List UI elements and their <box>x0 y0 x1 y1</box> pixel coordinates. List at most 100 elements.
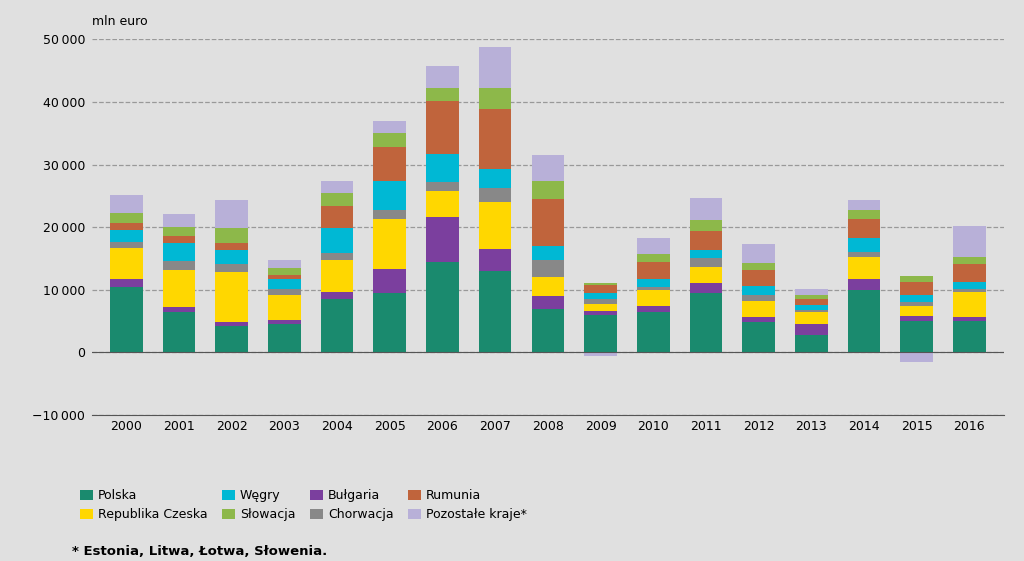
Bar <box>795 305 827 310</box>
Bar <box>110 242 142 248</box>
Bar <box>848 219 881 238</box>
Bar <box>374 121 407 133</box>
Bar <box>584 293 616 299</box>
Bar <box>742 317 775 323</box>
Bar <box>689 250 722 258</box>
Bar <box>215 264 248 272</box>
Bar <box>426 261 459 352</box>
Bar <box>374 133 407 147</box>
Bar <box>531 260 564 277</box>
Bar <box>584 299 616 304</box>
Bar <box>110 223 142 231</box>
Bar <box>953 264 986 282</box>
Bar <box>795 310 827 312</box>
Bar <box>689 267 722 283</box>
Bar <box>795 295 827 298</box>
Bar <box>426 88 459 100</box>
Bar <box>163 261 196 270</box>
Bar <box>689 220 722 231</box>
Bar <box>584 311 616 315</box>
Bar <box>637 306 670 312</box>
Bar <box>900 295 933 302</box>
Bar <box>321 292 353 299</box>
Bar <box>848 238 881 252</box>
Bar <box>689 293 722 352</box>
Bar <box>900 276 933 282</box>
Bar <box>742 263 775 270</box>
Bar <box>268 295 301 320</box>
Bar <box>321 253 353 260</box>
Bar <box>531 277 564 296</box>
Bar <box>374 210 407 219</box>
Bar <box>163 236 196 243</box>
Bar <box>795 288 827 295</box>
Bar <box>795 298 827 305</box>
Bar <box>163 243 196 261</box>
Bar <box>531 309 564 352</box>
Bar <box>953 257 986 264</box>
Bar <box>953 282 986 288</box>
Bar <box>848 290 881 352</box>
Bar <box>900 306 933 315</box>
Bar <box>900 315 933 321</box>
Bar <box>163 307 196 312</box>
Bar <box>426 191 459 217</box>
Bar <box>637 287 670 290</box>
Bar <box>953 288 986 292</box>
Bar <box>584 352 616 356</box>
Bar <box>215 326 248 352</box>
Bar <box>689 258 722 267</box>
Bar <box>637 290 670 306</box>
Bar <box>374 293 407 352</box>
Bar <box>268 279 301 288</box>
Bar <box>848 200 881 210</box>
Bar <box>689 198 722 220</box>
Bar <box>374 147 407 181</box>
Bar <box>795 312 827 324</box>
Bar <box>268 275 301 279</box>
Bar <box>795 324 827 335</box>
Bar <box>163 270 196 307</box>
Bar <box>321 181 353 194</box>
Bar <box>479 169 512 188</box>
Bar <box>795 335 827 352</box>
Bar <box>900 282 933 295</box>
Bar <box>374 181 407 210</box>
Bar <box>268 324 301 352</box>
Bar <box>268 268 301 275</box>
Bar <box>426 217 459 261</box>
Bar <box>637 261 670 279</box>
Bar <box>742 270 775 286</box>
Bar <box>742 244 775 263</box>
Bar <box>426 100 459 154</box>
Bar <box>374 219 407 269</box>
Bar <box>848 210 881 219</box>
Bar <box>426 154 459 182</box>
Bar <box>110 231 142 242</box>
Bar <box>321 206 353 228</box>
Bar <box>215 322 248 326</box>
Bar <box>110 279 142 287</box>
Bar <box>584 304 616 311</box>
Bar <box>479 201 512 249</box>
Bar <box>215 243 248 250</box>
Bar <box>900 321 933 352</box>
Bar <box>953 226 986 257</box>
Bar <box>215 250 248 264</box>
Bar <box>742 323 775 352</box>
Bar <box>637 279 670 287</box>
Bar <box>689 231 722 250</box>
Bar <box>268 320 301 324</box>
Bar <box>531 181 564 199</box>
Bar <box>215 272 248 322</box>
Bar <box>848 279 881 290</box>
Bar <box>215 228 248 243</box>
Bar <box>848 256 881 279</box>
Bar <box>637 254 670 261</box>
Bar <box>163 312 196 352</box>
Legend: Polska, Republika Czeska, Węgry, Słowacja, Bułgaria, Chorwacja, Rumunia, Pozosta: Polska, Republika Czeska, Węgry, Słowacj… <box>80 489 526 521</box>
Text: mln euro: mln euro <box>92 15 147 28</box>
Text: * Estonia, Litwa, Łotwa, Słowenia.: * Estonia, Litwa, Łotwa, Słowenia. <box>72 545 327 558</box>
Bar <box>479 88 512 109</box>
Bar <box>215 200 248 228</box>
